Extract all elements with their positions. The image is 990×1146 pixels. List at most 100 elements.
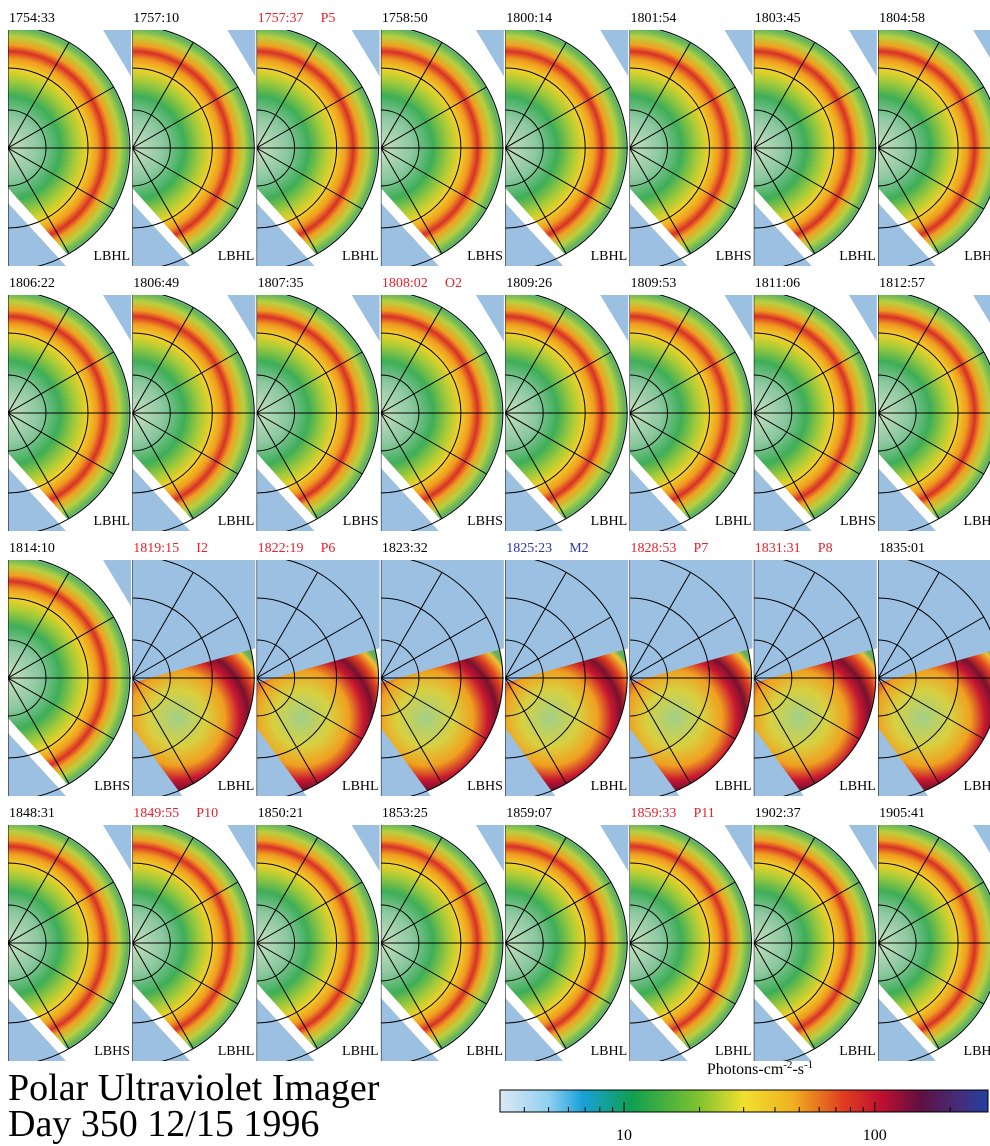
panel-image — [8, 556, 132, 800]
panel-image — [381, 821, 505, 1065]
panel-image — [754, 556, 878, 800]
panel-filter: LBHS — [94, 779, 130, 794]
panel-time: 1811:06 — [755, 276, 800, 291]
panel-time: 1859:07 — [506, 806, 552, 821]
panel-image — [257, 26, 381, 270]
panel-filter: LBHL — [839, 779, 876, 794]
panel-time: 1853:25 — [382, 806, 428, 821]
panel-image — [878, 26, 990, 270]
panel-image — [754, 291, 878, 535]
panel-image — [381, 556, 505, 800]
panel-image — [878, 821, 990, 1065]
panel-image — [754, 821, 878, 1065]
panel-filter: LBHS — [94, 1044, 130, 1059]
label-part: -1 — [804, 1059, 813, 1071]
panel-filter: LBHL — [218, 249, 255, 264]
panel-time: 1822:19 — [258, 541, 304, 556]
panel-tag: O2 — [445, 276, 462, 291]
panel-filter: LBHS — [467, 249, 503, 264]
panel-image — [381, 291, 505, 535]
panel-image — [8, 26, 132, 270]
panel-time: 1801:54 — [631, 11, 677, 26]
panel-image — [8, 821, 132, 1065]
panel-filter: LBHL — [466, 1044, 503, 1059]
panel-image — [132, 821, 256, 1065]
panel-filter: LBHL — [591, 514, 628, 529]
panel-tag: P7 — [694, 541, 709, 556]
panel-filter: LBHS — [964, 249, 990, 264]
panel-tag: P5 — [321, 11, 336, 26]
colorbar-label: Photons-cm-2-s-1 — [707, 1059, 813, 1078]
panel-image — [257, 821, 381, 1065]
panel-tag: I2 — [196, 541, 208, 556]
panel-image — [878, 291, 990, 535]
panel-tag: P10 — [196, 806, 218, 821]
panel-image — [257, 556, 381, 800]
panel-image — [505, 291, 629, 535]
panel-time: 1859:33 — [631, 806, 677, 821]
panel-image — [381, 26, 505, 270]
panel-tag: P6 — [321, 541, 336, 556]
panel-image — [132, 26, 256, 270]
panel-time: 1809:26 — [506, 276, 552, 291]
panel-time: 1806:22 — [9, 276, 55, 291]
panel-tag: P8 — [818, 541, 833, 556]
panel-filter: LBHL — [218, 1044, 255, 1059]
label-part: Photons-cm — [707, 1061, 784, 1078]
panel-filter: LBHL — [218, 514, 255, 529]
panel-time: 1757:37 — [258, 11, 304, 26]
panel-image — [630, 821, 754, 1065]
panel-image — [132, 556, 256, 800]
panel-time: 1848:31 — [9, 806, 55, 821]
panel-filter: LBHS — [467, 514, 503, 529]
panel-filter: LBHL — [591, 1044, 628, 1059]
panel-filter: LBHL — [342, 779, 379, 794]
panel-filter: LBHL — [839, 1044, 876, 1059]
panel-image — [505, 26, 629, 270]
panel-image — [630, 556, 754, 800]
panel-image — [505, 556, 629, 800]
panel-time: 1800:14 — [506, 11, 552, 26]
panel-filter: LBHS — [467, 779, 503, 794]
panel-image — [8, 291, 132, 535]
panel-image — [754, 26, 878, 270]
panel-time: 1808:02 — [382, 276, 428, 291]
panel-tag: M2 — [569, 541, 588, 556]
panel-time: 1835:01 — [879, 541, 925, 556]
panel-time: 1825:23 — [506, 541, 552, 556]
panel-filter: LBHL — [715, 1044, 752, 1059]
panel-time: 1850:21 — [258, 806, 304, 821]
panel-filter: LBHL — [839, 249, 876, 264]
panel-time: 1754:33 — [9, 11, 55, 26]
panel-time: 1849:55 — [133, 806, 179, 821]
panel-filter: LBHL — [342, 249, 379, 264]
panel-image — [257, 291, 381, 535]
panel-tag: P11 — [694, 806, 715, 821]
panel-time: 1807:35 — [258, 276, 304, 291]
panel-time: 1902:37 — [755, 806, 801, 821]
panel-filter: LBHS — [716, 249, 752, 264]
tick-label: 10 — [616, 1127, 632, 1144]
panel-time: 1819:15 — [133, 541, 179, 556]
panel-time: 1828:53 — [631, 541, 677, 556]
panel-filter: LBHL — [591, 249, 628, 264]
panel-time: 1831:31 — [755, 541, 801, 556]
panel-time: 1758:50 — [382, 11, 428, 26]
panel-time: 1809:53 — [631, 276, 677, 291]
panel-image — [878, 556, 990, 800]
panel-filter: LBHL — [964, 779, 990, 794]
panel-filter: LBHL — [342, 1044, 379, 1059]
panel-time: 1814:10 — [9, 541, 55, 556]
panel-time: 1804:58 — [879, 11, 925, 26]
figure: Polar Ultraviolet Imager Day 350 12/15 1… — [0, 0, 990, 1146]
label-part: -s — [792, 1061, 804, 1078]
tick-label: 100 — [863, 1127, 887, 1144]
panel-time: 1803:45 — [755, 11, 801, 26]
panel-filter: LBHL — [715, 514, 752, 529]
panel-filter: LBHL — [964, 514, 990, 529]
panel-filter: LBHL — [93, 514, 130, 529]
panel-image — [505, 821, 629, 1065]
panel-filter: LBHL — [715, 779, 752, 794]
panel-image — [132, 291, 256, 535]
panel-time: 1905:41 — [879, 806, 925, 821]
